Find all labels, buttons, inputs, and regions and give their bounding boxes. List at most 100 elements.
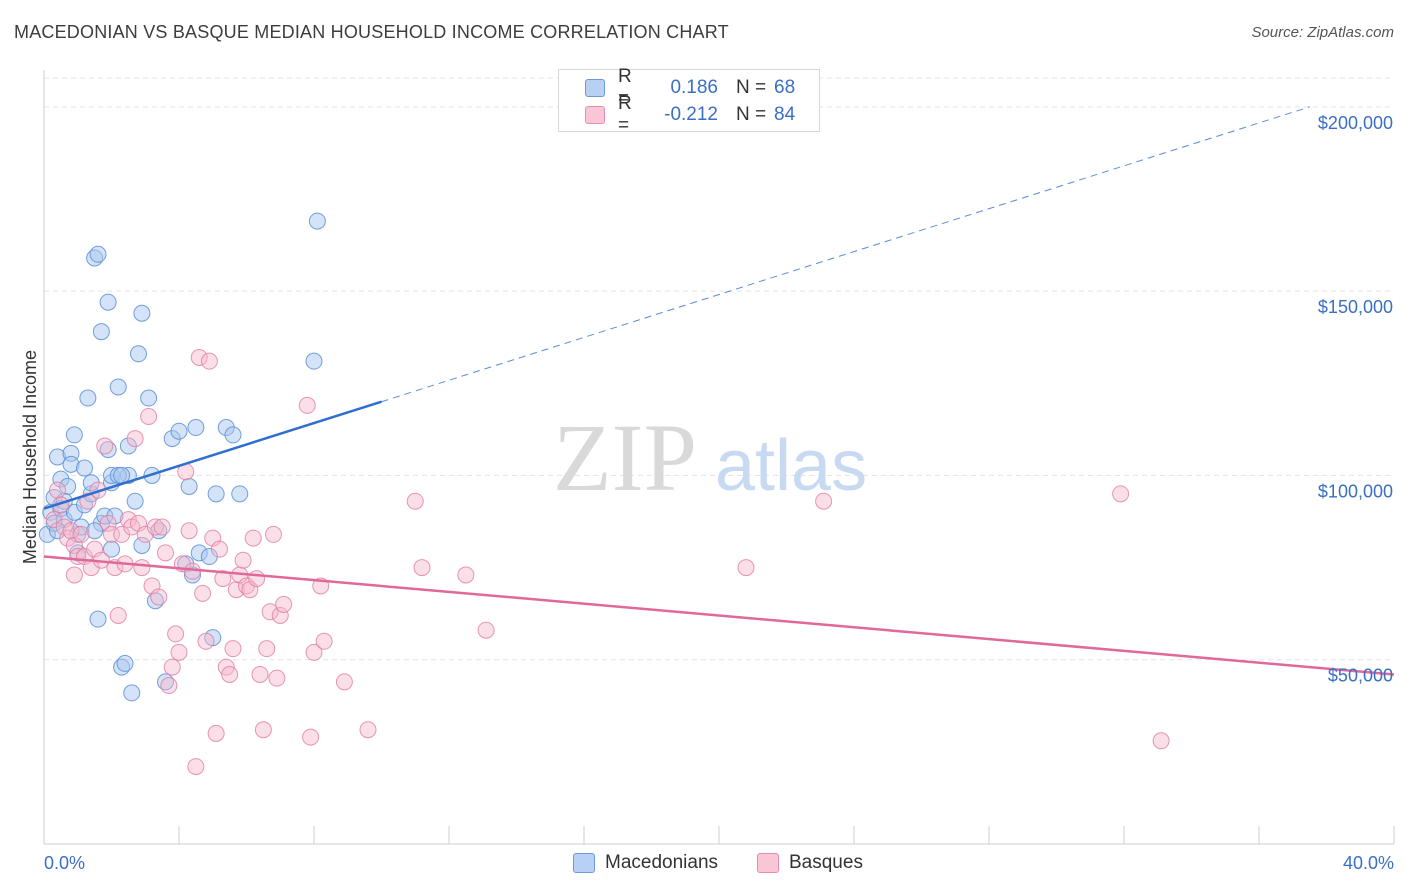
basques-point (157, 544, 174, 562)
basques-point (477, 621, 495, 639)
basques-point (265, 525, 282, 543)
basques-point (211, 540, 228, 558)
basques-point (207, 724, 225, 742)
legend-row-macedonians: R = 0.186 N = 68 (585, 66, 796, 109)
basques-point (315, 632, 333, 650)
y-tick-labels: $50,000 $100,000 $150,000 $200,000 (1318, 113, 1393, 686)
y-tick-label: $150,000 (1318, 297, 1393, 317)
basques-point (457, 566, 475, 584)
y-tick-label: $50,000 (1328, 666, 1393, 686)
basques-point (184, 562, 201, 580)
legend-swatch-basques (757, 853, 779, 873)
basques-point (49, 481, 66, 499)
basques-point (275, 595, 293, 613)
macedonians-point (79, 389, 97, 407)
basques-point (109, 606, 127, 624)
basques-point (180, 522, 198, 540)
x-tick-label: 40.0% (1343, 853, 1394, 873)
legend-r-label: R = (618, 66, 632, 109)
macedonians-point (187, 419, 205, 437)
basques-point (146, 518, 164, 536)
basques-trend-line (43, 555, 1395, 676)
basques-point (65, 566, 83, 584)
macedonians-point (305, 352, 323, 370)
chart-title: MACEDONIAN VS BASQUE MEDIAN HOUSEHOLD IN… (14, 22, 729, 42)
basques-point (335, 673, 353, 691)
basques-point (224, 640, 242, 658)
x-tick-labels: 0.0% 40.0% (44, 853, 1394, 873)
basques-point (133, 559, 151, 577)
macedonians-trend-extension (381, 106, 1310, 403)
legend-n-label: N = (736, 77, 767, 98)
macedonians-point (86, 522, 104, 540)
macedonians-point (103, 540, 120, 558)
legend-r-value: -0.212 (664, 104, 718, 125)
basques-point (1152, 732, 1170, 750)
basques-point (153, 518, 171, 536)
macedonians-point (170, 422, 188, 440)
watermark-atlas: atlas (715, 426, 867, 506)
basques-point (140, 407, 158, 425)
basques-point (248, 570, 266, 588)
legend-n-value: 68 (774, 77, 796, 98)
legend-r-value: 0.186 (670, 77, 718, 98)
basques-point (305, 643, 323, 661)
macedonians-point (82, 474, 100, 492)
macedonians-point (65, 426, 83, 444)
correlation-legend: R = 0.186 N = 68 R = -0.212 N = 84 (558, 66, 820, 136)
macedonians-trend-line (43, 400, 382, 510)
macedonians-point (76, 459, 93, 477)
watermark-zip: ZIP (553, 404, 697, 511)
basques-point (194, 584, 212, 602)
macedonians-point (224, 426, 242, 444)
basques-point (359, 721, 377, 739)
legend-swatch-basques (585, 106, 605, 124)
macedonians-point (119, 437, 137, 455)
macedonians-points (38, 212, 326, 702)
basques-point (170, 643, 188, 661)
legend-r-label: R = (618, 93, 632, 136)
macedonians-point (126, 492, 144, 510)
legend-label-basques: Basques (789, 852, 863, 873)
legend-item-macedonians: Macedonians (573, 852, 718, 874)
legend-n-value: 84 (774, 104, 796, 125)
x-tick-label: 0.0% (44, 853, 85, 873)
basques-point (261, 603, 279, 621)
basques-point (268, 669, 286, 687)
y-axis-title: Median Household Income (20, 350, 40, 564)
basques-point (271, 606, 289, 624)
y-tick-label: $100,000 (1318, 481, 1393, 501)
macedonians-point (133, 304, 151, 322)
macedonians-point (92, 323, 110, 341)
basques-point (251, 665, 269, 683)
basques-point (254, 721, 272, 739)
macedonians-point (133, 536, 151, 554)
basques-point (258, 640, 276, 658)
watermark: ZIP atlas (553, 404, 867, 511)
basques-point (737, 559, 755, 577)
basques-point (163, 658, 181, 676)
chart-source: Source: ZipAtlas.com (1251, 24, 1394, 41)
basques-point (187, 758, 205, 776)
basques-point (298, 396, 316, 414)
basques-point (99, 514, 117, 532)
macedonians-point (99, 293, 117, 311)
basques-point (302, 728, 320, 746)
basques-points (45, 348, 1170, 776)
axes (43, 70, 1395, 845)
legend-n-label: N = (736, 104, 767, 125)
basques-point (96, 437, 114, 455)
basques-point (150, 588, 168, 606)
macedonians-point (89, 610, 107, 628)
macedonians-point (89, 245, 107, 263)
basques-point (167, 625, 185, 643)
macedonians-point (109, 378, 127, 396)
basques-point (200, 352, 218, 370)
basques-point (406, 492, 424, 510)
macedonians-point (130, 345, 147, 363)
basques-point (72, 525, 90, 543)
macedonians-point (140, 389, 158, 407)
macedonians-point (308, 212, 326, 230)
basques-point (221, 665, 239, 683)
